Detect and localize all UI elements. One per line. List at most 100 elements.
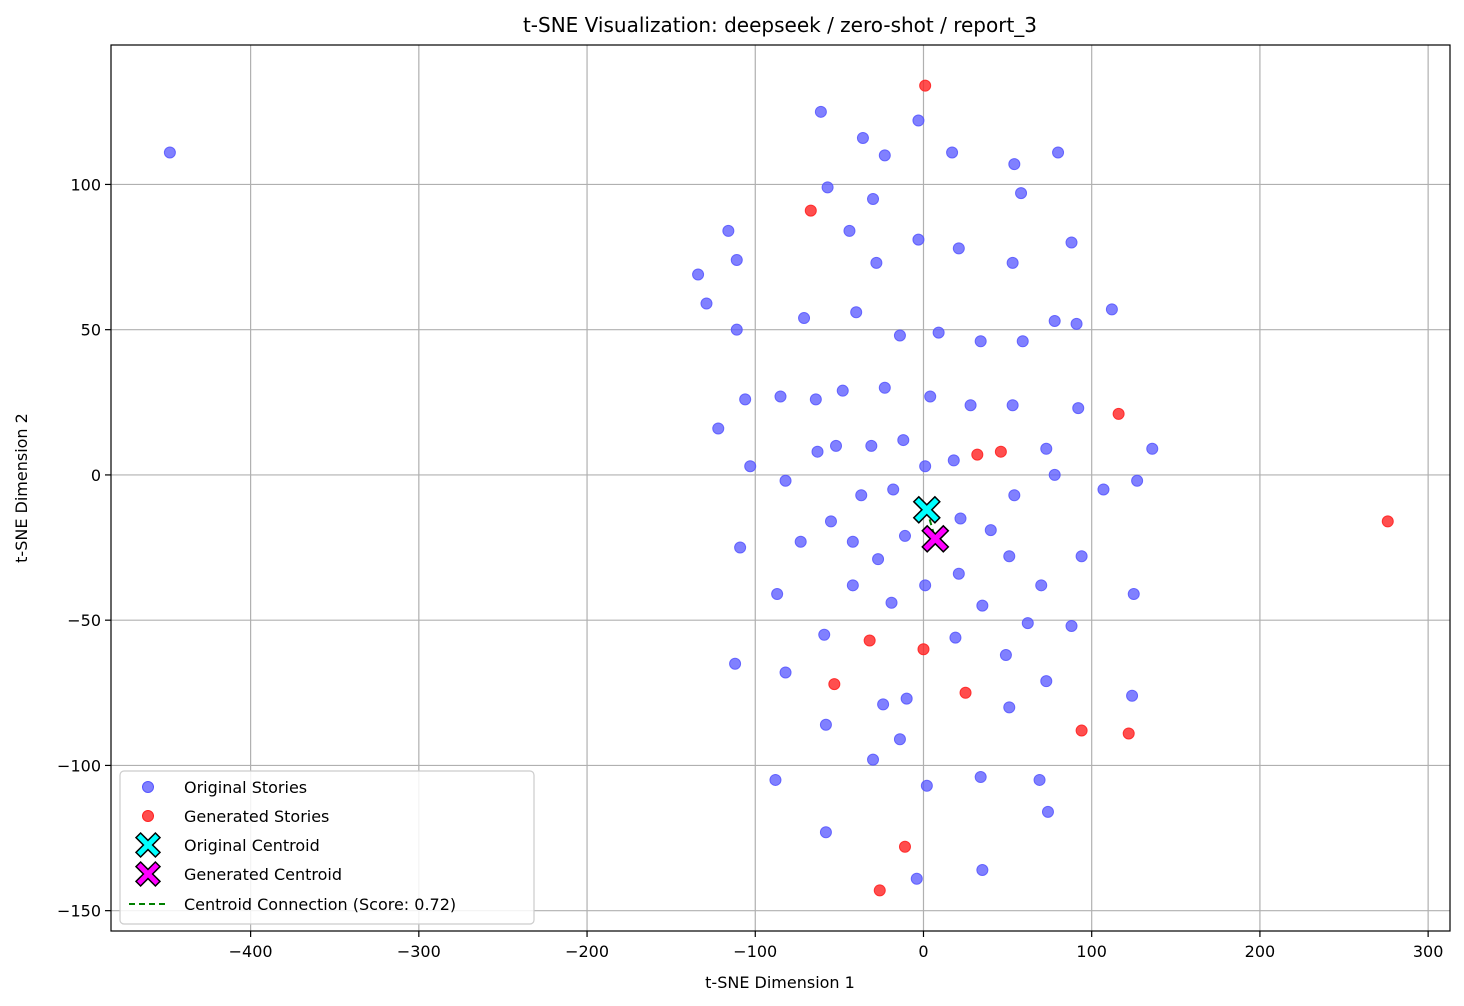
- original-story-point: [843, 224, 856, 237]
- original-story-point: [952, 567, 965, 580]
- original-story-point: [855, 489, 868, 502]
- original-story-point: [1048, 468, 1061, 481]
- original-story-point: [910, 872, 923, 885]
- original-story-point: [1008, 158, 1021, 171]
- original-story-point: [872, 553, 885, 566]
- legend: Original Stories Generated Stories Origina…: [119, 770, 535, 925]
- generated-story-point: [919, 79, 932, 92]
- original-story-point: [865, 439, 878, 452]
- original-story-point: [1040, 675, 1053, 688]
- grid-lines: [111, 45, 1450, 931]
- original-story-point: [920, 779, 933, 792]
- chart-title: t-SNE Visualization: deepseek / zero-sho…: [523, 13, 1037, 37]
- original-story-point: [1146, 442, 1159, 455]
- original-story-point: [924, 390, 937, 403]
- original-story-point: [1035, 579, 1048, 592]
- original-story-point: [1033, 773, 1046, 786]
- generated-story-point: [1381, 515, 1394, 528]
- original-story-point: [893, 733, 906, 746]
- y-tick-label: 50: [81, 321, 101, 340]
- original-story-point: [932, 326, 945, 339]
- x-tick-label: −200: [565, 942, 609, 961]
- original-story-point: [946, 146, 959, 159]
- y-tick-label: −50: [67, 611, 101, 630]
- plot-frame: [110, 44, 1451, 932]
- generated-story-point: [1112, 407, 1125, 420]
- original-story-point: [887, 483, 900, 496]
- legend-label: Centroid Connection (Score: 0.72): [184, 895, 456, 914]
- legend-label: Generated Stories: [184, 807, 329, 826]
- original-story-point: [870, 256, 883, 269]
- original-story-point: [830, 439, 843, 452]
- original-story-point: [999, 649, 1012, 662]
- original-story-point: [819, 826, 832, 839]
- original-story-point: [867, 192, 880, 205]
- original-story-point: [964, 399, 977, 412]
- original-story-point: [984, 524, 997, 537]
- generated-story-point: [959, 686, 972, 699]
- legend-original-centroid-marker: [134, 831, 162, 859]
- original-story-point: [1131, 474, 1144, 487]
- data-points: [163, 79, 1394, 897]
- x-tick-label: −100: [733, 942, 777, 961]
- original-story-point: [919, 460, 932, 473]
- original-story-point: [976, 863, 989, 876]
- original-story-point: [1041, 805, 1054, 818]
- original-story-point: [878, 149, 891, 162]
- original-story-point: [850, 306, 863, 319]
- original-story-point: [821, 181, 834, 194]
- original-story-point: [897, 434, 910, 447]
- original-story-point: [912, 233, 925, 246]
- legend-generated-centroid-marker: [134, 860, 162, 888]
- axis-ticks: −400 −300 −200 −100 0 100 200 300 −150 −100 −50 0 50…: [57, 175, 1443, 961]
- x-tick-label: 300: [1413, 942, 1444, 961]
- original-story-point: [1072, 402, 1085, 415]
- original-story-point: [1097, 483, 1110, 496]
- original-story-point: [774, 390, 787, 403]
- original-story-point: [898, 529, 911, 542]
- original-story-point: [818, 628, 831, 641]
- generated-story-point: [971, 448, 984, 461]
- original-story-point: [856, 131, 869, 144]
- generated-story-point: [828, 678, 841, 691]
- original-story-point: [1006, 399, 1019, 412]
- original-story-point: [779, 666, 792, 679]
- y-axis-label: t-SNE Dimension 2: [12, 413, 31, 563]
- original-story-point: [954, 512, 967, 525]
- original-story-point: [949, 631, 962, 644]
- original-story-point: [692, 268, 705, 281]
- original-story-point: [163, 146, 176, 159]
- legend-label: Original Stories: [184, 778, 307, 797]
- generated-story-point: [994, 445, 1007, 458]
- original-story-point: [878, 381, 891, 394]
- original-story-point: [846, 535, 859, 548]
- original-story-point: [885, 596, 898, 609]
- original-story-point: [1126, 689, 1139, 702]
- original-story-point: [1070, 317, 1083, 330]
- original-story-point: [739, 393, 752, 406]
- original-story-point: [1105, 303, 1118, 316]
- original-story-point: [974, 771, 987, 784]
- original-story-point: [1003, 701, 1016, 714]
- original-story-point: [700, 297, 713, 310]
- legend-box: [119, 770, 535, 925]
- original-story-point: [1008, 489, 1021, 502]
- generated-story-point: [1075, 724, 1088, 737]
- legend-original-marker: [142, 781, 154, 793]
- original-story-point: [867, 753, 880, 766]
- y-tick-label: 100: [70, 175, 101, 194]
- original-story-point: [900, 692, 913, 705]
- original-story-point: [794, 535, 807, 548]
- original-story-point: [712, 422, 725, 435]
- original-story-point: [819, 718, 832, 731]
- original-story-point: [744, 460, 757, 473]
- x-tick-label: −400: [229, 942, 273, 961]
- original-story-point: [824, 515, 837, 528]
- original-story-point: [1015, 187, 1028, 200]
- legend-label: Generated Centroid: [184, 865, 342, 884]
- original-story-point: [919, 579, 932, 592]
- legend-generated-marker: [142, 810, 154, 822]
- original-story-point: [976, 599, 989, 612]
- x-tick-label: −300: [397, 942, 441, 961]
